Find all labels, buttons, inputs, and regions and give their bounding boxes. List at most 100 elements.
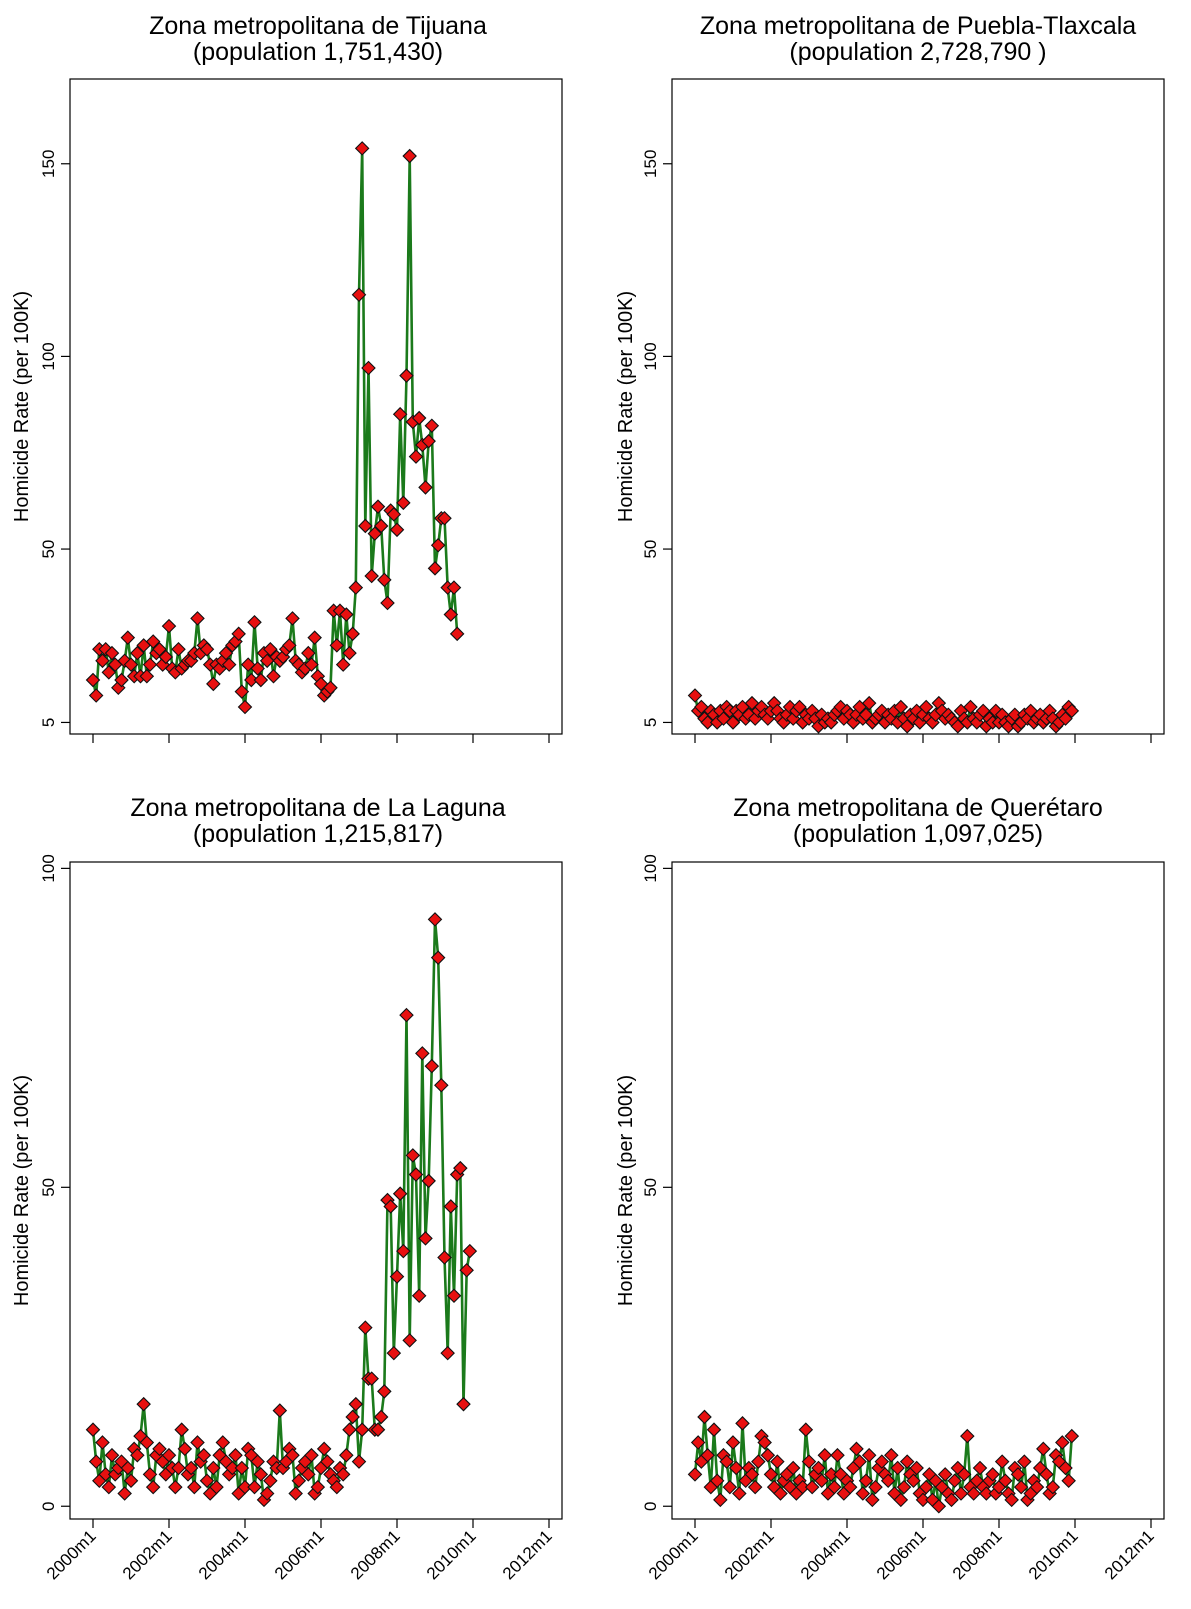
x-tick-label: 2008m1	[347, 1526, 404, 1583]
data-point	[713, 1492, 728, 1508]
data-point	[291, 1473, 307, 1489]
y-axis-label: Homicide Rate (per 100K)	[11, 1075, 33, 1306]
y-tick-label: 100	[641, 342, 660, 370]
data-point	[234, 684, 250, 699]
data-point	[266, 668, 281, 684]
data-point	[288, 1486, 303, 1501]
data-point	[1064, 703, 1080, 719]
data-point	[339, 607, 354, 622]
data-point	[335, 657, 351, 672]
data-point	[130, 1447, 145, 1463]
data-point	[377, 572, 392, 588]
data-point	[139, 668, 155, 684]
y-tick-label: 5	[39, 718, 58, 727]
data-point	[880, 1473, 896, 1489]
data-point	[380, 595, 395, 611]
data-point	[434, 1077, 449, 1093]
data-point	[253, 672, 269, 688]
data-point	[722, 1479, 738, 1495]
data-point	[171, 641, 186, 657]
data-point	[316, 1441, 332, 1457]
data-point	[342, 645, 357, 661]
data-point	[893, 699, 909, 715]
data-point	[814, 1473, 829, 1489]
data-point	[396, 495, 411, 511]
data-point	[418, 1231, 433, 1246]
data-point	[687, 1467, 703, 1482]
data-point	[456, 1396, 471, 1412]
data-point	[817, 1447, 833, 1463]
data-point	[405, 1148, 421, 1163]
data-point	[798, 1422, 814, 1437]
y-tick-label: 50	[39, 1178, 58, 1197]
data-point	[237, 1479, 253, 1495]
data-point	[979, 1486, 994, 1501]
chart-title: Zona metropolitana de Querétaro	[733, 794, 1103, 822]
data-point	[301, 645, 316, 661]
data-point	[101, 665, 117, 680]
data-point	[744, 1467, 760, 1482]
data-point	[956, 1467, 972, 1482]
data-point	[899, 719, 915, 734]
data-point	[947, 1473, 962, 1489]
series-markers	[687, 1409, 1080, 1514]
data-point	[225, 1460, 240, 1476]
data-point	[88, 688, 104, 703]
data-point	[323, 680, 338, 696]
data-point	[285, 1447, 300, 1463]
data-point	[719, 1454, 734, 1469]
data-point	[104, 645, 120, 661]
data-point	[263, 641, 278, 657]
data-point	[1064, 1428, 1080, 1444]
data-point	[728, 1460, 744, 1476]
data-point	[332, 603, 348, 618]
chart-subtitle: (population 1,751,430)	[193, 38, 443, 66]
data-point	[370, 499, 386, 514]
data-point	[1045, 1479, 1061, 1495]
data-point	[899, 1454, 915, 1469]
data-point	[975, 703, 991, 719]
data-point	[944, 1492, 959, 1508]
y-tick-label: 150	[641, 150, 660, 178]
x-tick-label: 2000m1	[43, 1526, 100, 1583]
data-point	[972, 1460, 988, 1476]
data-point	[329, 638, 345, 653]
data-point	[199, 641, 215, 657]
data-point	[383, 1199, 398, 1214]
data-point	[221, 657, 237, 672]
data-point	[190, 611, 205, 626]
x-tick-label: 2012m1	[499, 1526, 556, 1583]
data-point	[348, 1396, 364, 1412]
data-point	[247, 1479, 262, 1495]
data-point	[896, 1479, 912, 1495]
data-point	[430, 950, 446, 965]
data-point	[804, 1479, 820, 1495]
data-point	[985, 1467, 1000, 1482]
data-point	[700, 1447, 715, 1463]
data-point	[85, 1422, 101, 1437]
x-tick-label: 2002m1	[119, 1526, 176, 1583]
data-point	[960, 1428, 975, 1444]
data-point	[196, 1447, 212, 1463]
data-point	[1023, 703, 1038, 719]
data-point	[1061, 1473, 1076, 1489]
data-point	[329, 1479, 345, 1495]
data-point	[301, 1467, 316, 1482]
data-point	[427, 912, 443, 927]
data-point	[364, 1371, 379, 1386]
data-point	[358, 1320, 373, 1335]
data-point	[915, 1492, 931, 1508]
data-point	[1029, 1479, 1045, 1495]
data-point	[906, 1473, 921, 1489]
data-point	[307, 630, 322, 645]
data-point	[342, 1422, 357, 1437]
data-point	[760, 1447, 776, 1463]
chart-panel-2: Zona metropolitana de Puebla-Tlaxcala(po…	[615, 12, 1165, 743]
data-point	[320, 1454, 335, 1469]
data-point	[339, 1447, 354, 1463]
data-point	[282, 638, 297, 653]
data-point	[367, 526, 383, 541]
data-point	[88, 1454, 104, 1469]
data-point	[792, 699, 807, 715]
x-tick-label: 2004m1	[797, 1526, 854, 1583]
